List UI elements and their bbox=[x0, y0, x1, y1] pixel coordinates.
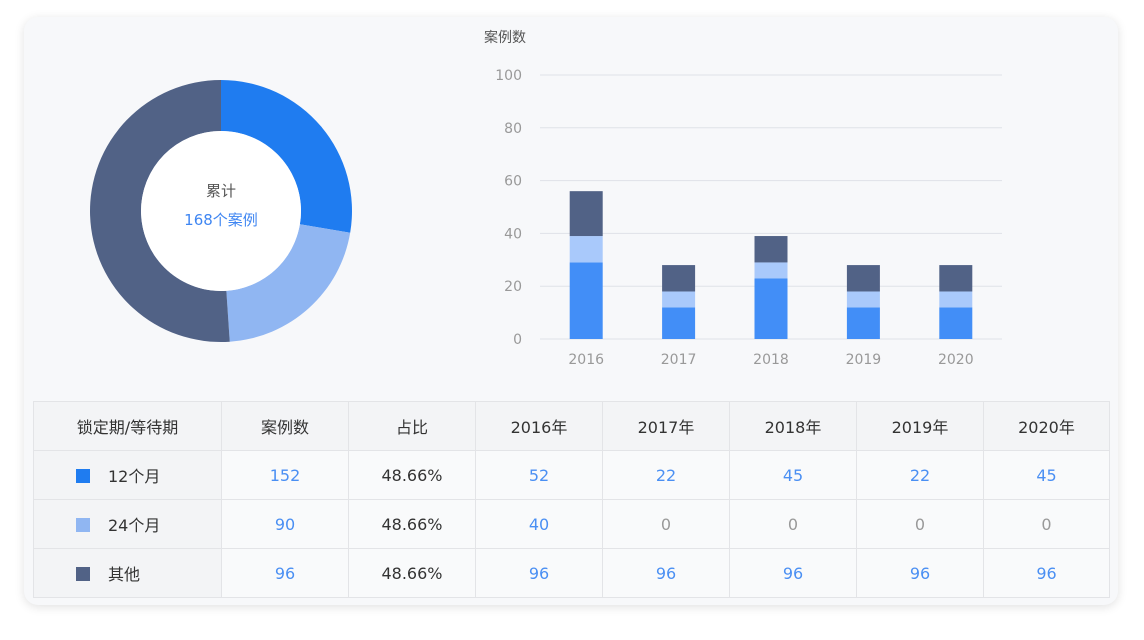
row-label: 12个月 bbox=[108, 467, 161, 486]
table-row: 其他 96 48.66% 96 96 96 96 96 bbox=[33, 548, 1110, 598]
table-header-row: 锁定期/等待期 案例数 占比 2016年 2017年 2018年 2019年 2… bbox=[33, 401, 1110, 451]
bar-segment bbox=[846, 265, 880, 292]
bar-segment bbox=[939, 307, 973, 339]
donut-hole bbox=[141, 131, 301, 291]
donut-center: 累计 168个案例 bbox=[141, 180, 301, 230]
y-tick-label: 100 bbox=[495, 68, 522, 84]
x-tick-label: 2017 bbox=[661, 352, 697, 368]
donut-slice bbox=[90, 80, 230, 342]
year-cell: 0 bbox=[983, 499, 1110, 549]
bar-segment bbox=[754, 278, 788, 339]
year-cell: 45 bbox=[729, 450, 857, 500]
year-cell: 0 bbox=[602, 499, 730, 549]
share-cell: 48.66% bbox=[348, 499, 476, 549]
header-case-count: 案例数 bbox=[221, 401, 349, 451]
y-tick-label: 80 bbox=[504, 121, 522, 137]
donut-center-label: 累计 bbox=[205, 182, 236, 200]
year-cell: 96 bbox=[983, 548, 1110, 598]
legend-swatch bbox=[76, 469, 90, 483]
y-tick-label: 0 bbox=[513, 332, 522, 348]
year-cell: 22 bbox=[856, 450, 984, 500]
bar-segment bbox=[662, 265, 696, 292]
stacked-bar-chart: 案例数 0 20 40 60 80 100 2016 2017 2018 2019 2020 bbox=[484, 29, 1002, 368]
row-label-cell: 12个月 bbox=[33, 450, 222, 500]
x-tick-label: 2016 bbox=[568, 352, 604, 368]
share-cell: 48.66% bbox=[348, 548, 476, 598]
bar-segment bbox=[662, 307, 696, 339]
header-2018: 2018年 bbox=[729, 401, 857, 451]
row-label: 其他 bbox=[108, 565, 141, 584]
year-cell: 52 bbox=[475, 450, 603, 500]
count-cell: 96 bbox=[221, 548, 349, 598]
donut-slice bbox=[226, 224, 351, 342]
bar-segment bbox=[846, 307, 880, 339]
chart-title: 案例数 bbox=[484, 29, 526, 46]
year-cell: 22 bbox=[602, 450, 730, 500]
bar-segment bbox=[939, 291, 973, 308]
y-tick-label: 20 bbox=[504, 279, 522, 295]
x-tick-label: 2019 bbox=[846, 352, 882, 368]
header-2016: 2016年 bbox=[475, 401, 603, 451]
y-tick-label: 40 bbox=[504, 226, 522, 242]
year-cell: 40 bbox=[475, 499, 603, 549]
year-cell: 96 bbox=[602, 548, 730, 598]
y-tick-label: 60 bbox=[504, 174, 522, 190]
year-cell: 96 bbox=[475, 548, 603, 598]
header-2020: 2020年 bbox=[983, 401, 1110, 451]
year-cell: 45 bbox=[983, 450, 1110, 500]
count-cell: 152 bbox=[221, 450, 349, 500]
header-share: 占比 bbox=[348, 401, 476, 451]
x-tick-label: 2018 bbox=[753, 352, 789, 368]
bar-segment bbox=[662, 291, 696, 308]
bar-segment bbox=[569, 236, 603, 263]
header-lock-period: 锁定期/等待期 bbox=[33, 401, 222, 451]
summary-table: 锁定期/等待期 案例数 占比 2016年 2017年 2018年 2019年 2… bbox=[33, 401, 1110, 598]
count-cell: 90 bbox=[221, 499, 349, 549]
donut-chart bbox=[90, 80, 352, 342]
legend-swatch bbox=[76, 518, 90, 532]
bar-segment bbox=[569, 191, 603, 237]
table-row: 12个月 152 48.66% 52 22 45 22 45 bbox=[33, 450, 1110, 500]
bar-segment bbox=[939, 265, 973, 292]
legend-swatch bbox=[76, 567, 90, 581]
donut-slice bbox=[221, 80, 352, 233]
row-label-cell: 24个月 bbox=[33, 499, 222, 549]
year-cell: 0 bbox=[856, 499, 984, 549]
table-row: 24个月 90 48.66% 40 0 0 0 0 bbox=[33, 499, 1110, 549]
year-cell: 0 bbox=[729, 499, 857, 549]
donut-center-value: 168个案例 bbox=[184, 211, 258, 229]
year-cell: 96 bbox=[729, 548, 857, 598]
share-cell: 48.66% bbox=[348, 450, 476, 500]
header-2017: 2017年 bbox=[602, 401, 730, 451]
year-cell: 96 bbox=[856, 548, 984, 598]
row-label-cell: 其他 bbox=[33, 548, 222, 598]
x-tick-label: 2020 bbox=[938, 352, 974, 368]
bar-segment bbox=[754, 236, 788, 263]
bar-segment bbox=[846, 291, 880, 308]
bar-segment bbox=[569, 262, 603, 339]
row-label: 24个月 bbox=[108, 516, 161, 535]
header-2019: 2019年 bbox=[856, 401, 984, 451]
bar-segment bbox=[754, 262, 788, 279]
